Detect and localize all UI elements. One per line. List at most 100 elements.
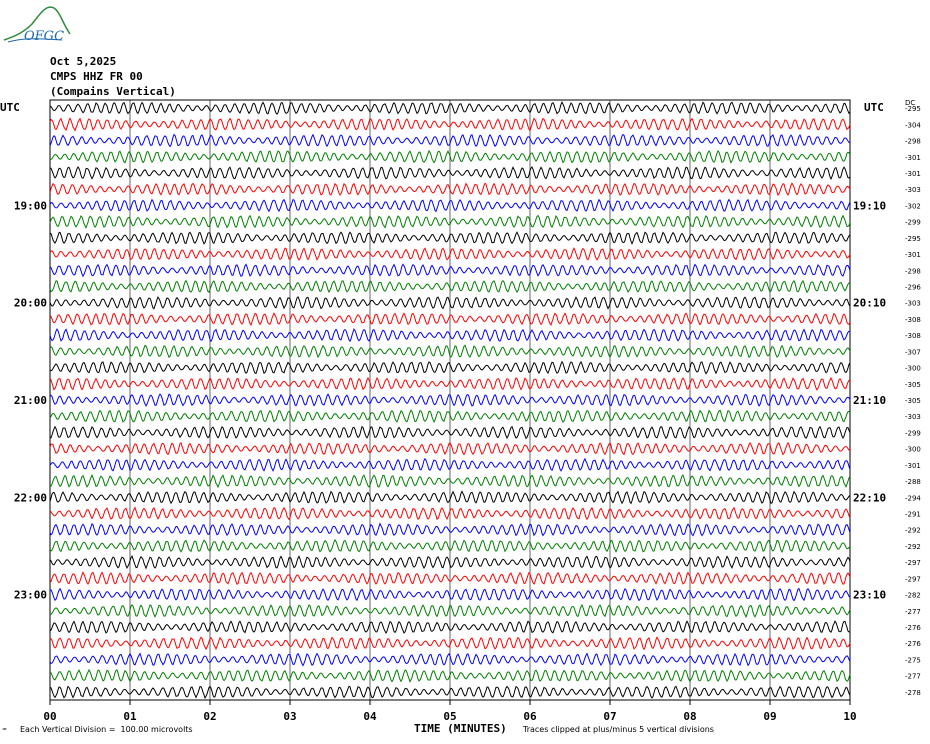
dc-offset-label: -304: [905, 121, 921, 129]
x-tick-label: 03: [283, 710, 296, 723]
dc-offset-label: -276: [905, 640, 921, 648]
x-tick-label: 08: [683, 710, 696, 723]
dc-offset-label: -300: [905, 446, 921, 454]
right-hour-label: 22:10: [853, 491, 886, 504]
seismic-trace: [49, 117, 851, 132]
dc-offset-label: -282: [905, 592, 921, 600]
seismic-trace: [49, 409, 851, 424]
x-tick-label: 00: [43, 710, 56, 723]
x-tick-label: 07: [603, 710, 616, 723]
x-tick-label: 05: [443, 710, 456, 723]
dc-offset-label: -305: [905, 381, 921, 389]
header-date: Oct 5,2025: [50, 55, 117, 68]
seismic-trace: [49, 668, 851, 683]
seismic-trace: [49, 473, 851, 489]
seismic-trace: [49, 652, 851, 667]
dc-offset-label: -303: [905, 413, 921, 421]
footer-glyph: ≈: [2, 726, 8, 733]
seismic-trace: [49, 506, 851, 521]
x-tick-label: 10: [843, 710, 856, 723]
seismic-trace: [49, 425, 851, 440]
left-hour-label: 20:00: [14, 297, 47, 310]
seismic-trace: [49, 263, 851, 278]
dc-offset-label: -301: [905, 251, 921, 259]
axis-labels: UTC UTC DC TIME (MINUTES) 00 01 02 03 04 05 06…: [0, 99, 921, 735]
dc-offset-label: -303: [905, 186, 921, 194]
dc-offset-label: -292: [905, 527, 921, 535]
seismic-trace: [49, 327, 851, 343]
header-location: (Compains Vertical): [50, 85, 176, 98]
clip-note: Traces clipped at plus/minus 5 vertical …: [523, 725, 714, 734]
seismic-trace: [49, 279, 851, 294]
seismic-trace: [49, 603, 851, 619]
seismic-trace: [49, 571, 851, 586]
seismic-trace: [49, 247, 851, 261]
seismic-trace: [49, 344, 851, 359]
ofgc-logo-icon: OFGC: [3, 6, 71, 44]
dc-offset-label: -297: [905, 575, 921, 583]
dc-offset-label: -295: [905, 105, 921, 113]
seismic-trace: [49, 636, 851, 651]
left-utc-label: UTC: [0, 101, 20, 114]
dc-offset-label: -302: [905, 202, 921, 210]
dc-offset-label: -299: [905, 219, 921, 227]
seismic-trace: [49, 133, 851, 148]
dc-offset-label: -298: [905, 267, 921, 275]
dc-offset-label: -277: [905, 673, 921, 681]
dc-offset-label: -308: [905, 332, 921, 340]
dc-offset-label: -288: [905, 478, 921, 486]
x-tick-label: 09: [763, 710, 776, 723]
seismic-trace: [49, 231, 851, 245]
dc-offset-label: -294: [905, 494, 921, 502]
seismic-trace: [49, 296, 851, 310]
seismic-trace: [49, 538, 851, 553]
x-tick-label: 06: [523, 710, 537, 723]
left-hour-label: 23:00: [14, 589, 47, 602]
seismic-trace: [49, 490, 851, 505]
dc-offset-label: -291: [905, 511, 921, 519]
seismic-trace: [49, 441, 851, 456]
seismic-trace: [49, 214, 851, 229]
dc-offset-label: -277: [905, 608, 921, 616]
dc-offset-label: -295: [905, 235, 921, 243]
dc-offset-label: -292: [905, 543, 921, 551]
seismic-trace: [49, 685, 851, 700]
seismic-traces: [49, 101, 851, 700]
seismic-trace: [49, 376, 851, 391]
dc-offset-label: -300: [905, 365, 921, 373]
header-station: CMPS HHZ FR 00: [50, 70, 143, 83]
seismic-trace: [49, 554, 851, 570]
seismic-trace: [49, 360, 851, 375]
right-utc-label: UTC: [864, 101, 884, 114]
seismic-trace: [49, 182, 851, 197]
plot-grid: [49, 99, 851, 705]
x-tick-label: 01: [123, 710, 137, 723]
scale-note: Each Vertical Division = 100.00 microvol…: [20, 725, 193, 734]
seismic-trace: [49, 620, 851, 635]
dc-offset-label: -296: [905, 283, 921, 291]
x-tick-label: 02: [203, 710, 216, 723]
dc-offset-label: -299: [905, 429, 921, 437]
dc-offset-label: -297: [905, 559, 921, 567]
seismic-trace: [49, 393, 851, 407]
dc-offset-label: -301: [905, 170, 921, 178]
seismic-trace: [50, 166, 851, 181]
left-hour-label: 19:00: [14, 199, 47, 212]
right-hour-label: 20:10: [853, 297, 886, 310]
seismic-trace: [49, 522, 851, 537]
dc-offset-label: -276: [905, 624, 921, 632]
dc-offset-label: -305: [905, 397, 921, 405]
dc-offset-label: -301: [905, 462, 921, 470]
right-hour-label: 21:10: [853, 394, 886, 407]
seismic-trace: [49, 149, 851, 164]
dc-label: DC: [905, 99, 915, 107]
right-hour-label: 19:10: [853, 199, 886, 212]
logo-text: OFGC: [24, 29, 64, 44]
seismic-trace: [49, 457, 851, 472]
dc-offset-label: -301: [905, 154, 921, 162]
x-axis-title: TIME (MINUTES): [414, 722, 507, 735]
right-hour-label: 23:10: [853, 589, 886, 602]
x-tick-label: 04: [363, 710, 377, 723]
seismic-trace: [49, 312, 851, 327]
